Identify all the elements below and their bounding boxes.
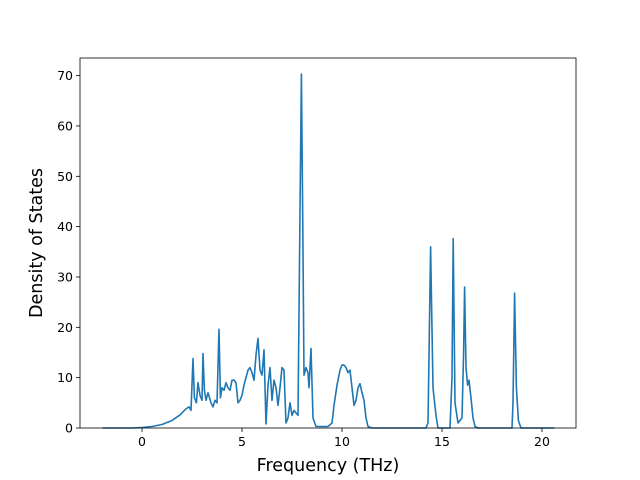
y-tick-label: 30 [57,269,73,284]
y-tick-label: 50 [57,169,73,184]
x-axis: 0 5 10 15 20 [138,428,550,449]
y-tick-label: 70 [57,68,73,83]
y-axis: 0 10 20 30 40 50 60 70 [57,68,80,436]
x-tick-label: 10 [334,434,350,449]
plot-frame [79,57,577,429]
x-tick-label: 0 [138,434,146,449]
y-tick-label: 40 [57,219,73,234]
plot-area [102,73,555,429]
series-line-0 [102,73,555,429]
y-tick-label: 0 [65,421,73,436]
x-tick-label: 5 [238,434,246,449]
x-axis-title: Frequency (THz) [257,456,400,476]
y-tick-label: 10 [57,370,73,385]
y-tick-label: 60 [57,118,73,133]
x-tick-label: 20 [534,434,550,449]
y-axis-title: Density of States [27,168,47,318]
y-tick-label: 20 [57,320,73,335]
x-tick-label: 15 [434,434,450,449]
